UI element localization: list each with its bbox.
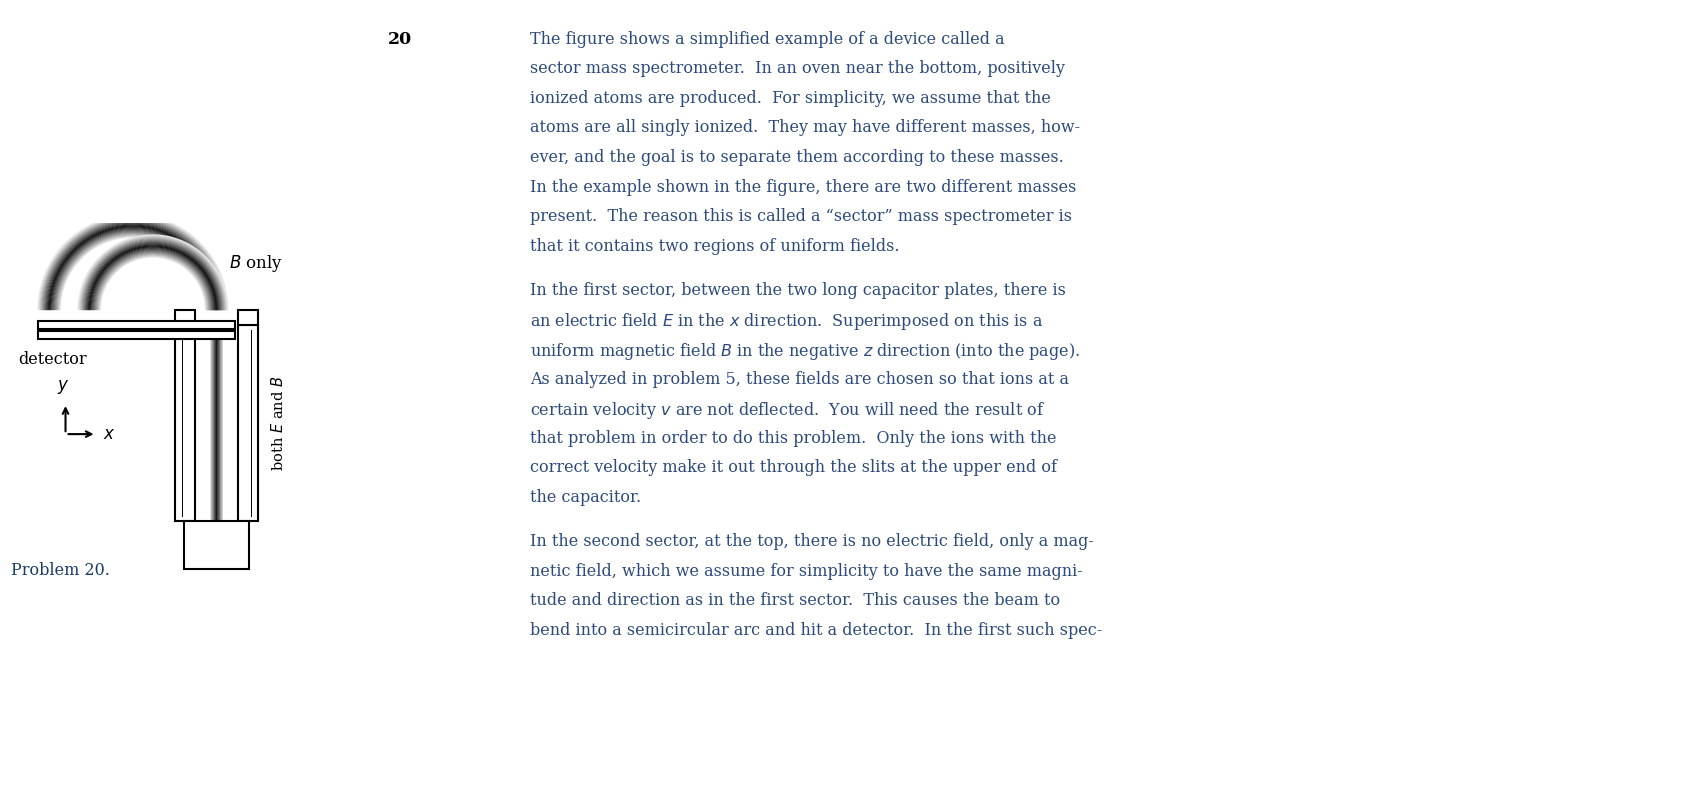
Text: netic field, which we assume for simplicity to have the same magni-: netic field, which we assume for simplic… xyxy=(530,563,1084,579)
Text: The figure shows a simplified example of a device called a: The figure shows a simplified example of… xyxy=(530,31,1004,48)
Bar xyxy=(239,309,259,325)
Bar xyxy=(174,309,195,325)
Text: ever, and the goal is to separate them according to these masses.: ever, and the goal is to separate them a… xyxy=(530,149,1063,166)
Text: tude and direction as in the first sector.  This causes the beam to: tude and direction as in the first secto… xyxy=(530,592,1060,609)
Text: both $E$ and $B$: both $E$ and $B$ xyxy=(271,376,286,471)
Text: atoms are all singly ionized.  They may have different masses, how-: atoms are all singly ionized. They may h… xyxy=(530,120,1080,136)
Bar xyxy=(185,522,249,569)
Bar xyxy=(239,325,259,522)
Text: certain velocity $v$ are not deflected.  You will need the result of: certain velocity $v$ are not deflected. … xyxy=(530,400,1045,421)
Text: 20: 20 xyxy=(388,31,411,48)
Text: detector: detector xyxy=(19,352,86,369)
Text: correct velocity make it out through the slits at the upper end of: correct velocity make it out through the… xyxy=(530,459,1056,476)
Text: $x$: $x$ xyxy=(103,425,115,442)
Text: In the second sector, at the top, there is no electric field, only a mag-: In the second sector, at the top, there … xyxy=(530,533,1094,550)
Text: the capacitor.: the capacitor. xyxy=(530,489,642,505)
Text: $y$: $y$ xyxy=(58,378,69,396)
Text: uniform magnetic field $B$ in the negative $z$ direction (into the page).: uniform magnetic field $B$ in the negati… xyxy=(530,341,1080,362)
Text: Problem 20.: Problem 20. xyxy=(10,562,110,579)
Text: an electric field $E$ in the $x$ direction.  Superimposed on this is a: an electric field $E$ in the $x$ directi… xyxy=(530,312,1043,332)
Text: that it contains two regions of uniform fields.: that it contains two regions of uniform … xyxy=(530,238,899,254)
Text: ionized atoms are produced.  For simplicity, we assume that the: ionized atoms are produced. For simplici… xyxy=(530,90,1051,107)
Text: In the example shown in the figure, there are two different masses: In the example shown in the figure, ther… xyxy=(530,179,1077,195)
Text: present.  The reason this is called a “sector” mass spectrometer is: present. The reason this is called a “se… xyxy=(530,208,1072,225)
Bar xyxy=(39,330,235,339)
Bar xyxy=(39,321,235,329)
Text: that problem in order to do this problem.  Only the ions with the: that problem in order to do this problem… xyxy=(530,430,1056,446)
Bar xyxy=(174,325,195,522)
Text: $B$ only: $B$ only xyxy=(229,253,283,274)
Text: In the first sector, between the two long capacitor plates, there is: In the first sector, between the two lon… xyxy=(530,282,1067,299)
Text: sector mass spectrometer.  In an oven near the bottom, positively: sector mass spectrometer. In an oven nea… xyxy=(530,61,1065,77)
Text: bend into a semicircular arc and hit a detector.  In the first such spec-: bend into a semicircular arc and hit a d… xyxy=(530,622,1102,638)
Text: As analyzed in problem 5, these fields are chosen so that ions at a: As analyzed in problem 5, these fields a… xyxy=(530,371,1068,387)
